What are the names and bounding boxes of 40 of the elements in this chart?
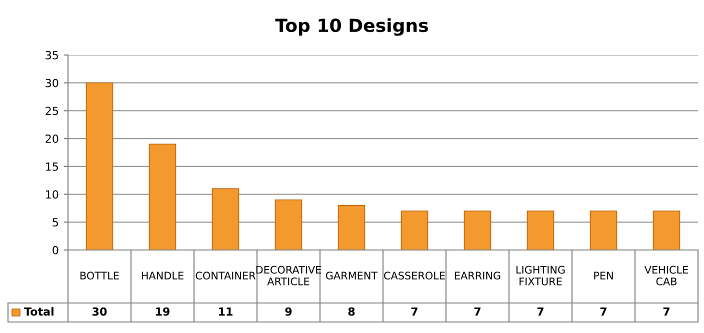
y-tick-label: 15 [46, 162, 58, 171]
bar [464, 210, 492, 250]
x-tick-label: LIGHTING FIXTURE [516, 266, 565, 286]
bar [590, 210, 618, 250]
data-label: 11 [219, 307, 232, 316]
bar [274, 199, 302, 250]
data-label: 7 [537, 307, 544, 316]
data-label: 7 [474, 307, 480, 316]
data-label: 7 [663, 307, 670, 316]
y-tick-label: 35 [46, 50, 58, 60]
x-tick-label: CONTAINER [196, 272, 256, 280]
data-label: 19 [156, 307, 170, 316]
y-tick-label: 10 [46, 190, 58, 199]
bar [652, 210, 680, 250]
x-tick-label: EARRING [454, 272, 500, 280]
bar [148, 144, 176, 250]
data-label: 7 [411, 307, 418, 316]
x-tick-label: GARMENT [326, 272, 378, 280]
bar [338, 205, 366, 250]
bar [212, 188, 240, 250]
x-tick-label: VEHICLE CAB [644, 266, 688, 286]
x-tick-label: HANDLE [142, 272, 184, 280]
x-tick-label: BOTTLE [80, 272, 119, 280]
bar [526, 210, 554, 250]
bar [86, 82, 114, 250]
y-tick-label: 5 [52, 218, 58, 227]
data-label: 30 [92, 307, 107, 316]
x-tick-label: PEN [594, 272, 613, 280]
y-tick-label: 30 [46, 78, 58, 88]
data-label: 9 [285, 307, 292, 316]
y-tick-label: 25 [46, 106, 58, 116]
data-label: 7 [600, 307, 606, 316]
y-tick-label: 0 [52, 246, 58, 254]
x-tick-label: DECORATIVE ARTICLE [256, 266, 322, 286]
x-tick-label: CASSEROLE [384, 272, 445, 280]
y-tick-label: 20 [46, 134, 58, 143]
chart-title: Top 10 Designs [275, 18, 428, 36]
bar [400, 210, 428, 250]
data-label: 8 [348, 307, 355, 316]
legend-label: Total [24, 307, 54, 316]
